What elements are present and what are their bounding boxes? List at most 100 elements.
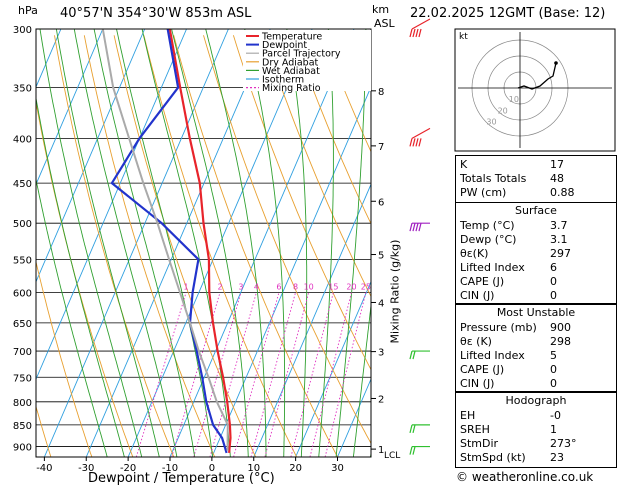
wet-adiabat-line xyxy=(171,29,249,457)
temp-tick-label: 30 xyxy=(331,463,344,474)
mixing-ratio-line xyxy=(209,292,257,457)
wind-barb-shaft xyxy=(411,18,431,30)
mixing-ratio-label: 2 xyxy=(217,282,222,291)
series-line-parcel-trajectory xyxy=(101,29,229,451)
mixing-ratio-label: 1 xyxy=(184,282,189,291)
wind-barb-flag xyxy=(418,138,422,147)
wind-barb-flag xyxy=(412,138,416,147)
index-label: PW (cm) xyxy=(460,186,507,199)
wind-barb-flag xyxy=(409,28,413,38)
pressure-tick-label: 400 xyxy=(13,134,32,145)
hodograph-frame xyxy=(454,28,616,152)
dry-adiabat-line xyxy=(262,35,371,298)
wind-barb-flag xyxy=(412,446,416,455)
mixing-ratio-label: 10 xyxy=(304,282,314,291)
dry-adiabat-line xyxy=(36,405,52,457)
asl-label: ASL xyxy=(374,17,395,30)
hodo-label: StmSpd (kt) xyxy=(460,451,526,464)
surface-label: Temp (°C) xyxy=(460,219,515,232)
mixing-ratio-label: 25 xyxy=(361,282,371,291)
wind-barb-flag xyxy=(412,350,416,360)
wind-barb xyxy=(409,222,430,232)
surface-title: Surface xyxy=(515,204,557,217)
mixing-ratio-label: 4 xyxy=(254,282,259,291)
km-tick-label: 4 xyxy=(378,298,384,309)
mixing-ratio-label: 3 xyxy=(238,282,243,291)
mixing-ratio-line xyxy=(324,292,367,457)
isotherm-line xyxy=(295,280,371,457)
pressure-tick-label: 550 xyxy=(13,255,32,266)
most-unstable-box: Most Unstable Pressure (mb) 900 θε (K) 2… xyxy=(455,304,617,392)
surface-value: 0 xyxy=(550,275,557,288)
index-value: 48 xyxy=(550,172,564,185)
hodo-value: 273° xyxy=(550,437,577,450)
mixing-ratio-line xyxy=(309,292,352,457)
km-tick-label: 8 xyxy=(378,87,384,98)
hodograph-unit-label: kt xyxy=(459,32,468,42)
wet-adiabat-line xyxy=(36,177,108,457)
wind-barb-flag xyxy=(409,424,413,434)
dry-adiabat-line xyxy=(173,35,338,457)
pressure-tick-label: 500 xyxy=(13,219,32,230)
mixing-ratio-label: 15 xyxy=(328,282,338,291)
y-axis-right-label: Mixing Ratio (g/kg) xyxy=(388,239,402,344)
indices-box: K 17 Totals Totals 48 PW (cm) 0.88 xyxy=(455,155,617,203)
index-value: 17 xyxy=(550,158,564,171)
legend-label: Isotherm xyxy=(262,75,304,86)
mixing-ratio-line xyxy=(264,292,310,457)
temp-tick-label: -10 xyxy=(162,463,178,474)
index-value: 0.88 xyxy=(550,186,575,199)
dry-adiabat-line xyxy=(36,100,134,457)
wet-adiabat-line xyxy=(318,29,334,457)
legend-label: Parcel Trajectory xyxy=(262,49,341,60)
wind-barb xyxy=(409,445,430,455)
mixing-ratio-line xyxy=(193,292,242,457)
surface-label: CAPE (J) xyxy=(460,275,505,288)
temp-tick-label: 0 xyxy=(209,463,215,474)
pressure-tick-label: 900 xyxy=(13,443,32,454)
temp-tick-label: 10 xyxy=(247,463,260,474)
surface-box: Surface Temp (°C) 3.7 Dewp (°C) 3.1 θε(K… xyxy=(455,202,617,304)
legend-bg xyxy=(243,30,371,91)
mixing-ratio-line xyxy=(233,292,280,457)
wind-barb-flag xyxy=(418,223,422,232)
index-label: K xyxy=(460,158,468,171)
hodograph-table-title: Hodograph xyxy=(505,394,567,407)
wet-adiabat-line xyxy=(335,29,367,457)
isotherm-line xyxy=(85,29,271,457)
hodo-value: 1 xyxy=(550,423,557,436)
legend-label: Dewpoint xyxy=(262,40,307,51)
wet-adiabat-line xyxy=(39,29,143,457)
wet-adiabat-line xyxy=(205,29,267,457)
wet-adiabat-line xyxy=(352,301,371,457)
mixing-ratio-line xyxy=(171,292,221,457)
legend-label: Temperature xyxy=(261,32,322,43)
mixing-ratio-label: 8 xyxy=(293,282,298,291)
mixing-ratio-line xyxy=(250,292,296,457)
hodo-value: -0 xyxy=(550,409,561,422)
mu-label: CIN (J) xyxy=(460,377,495,390)
wind-barb-flag xyxy=(418,28,422,38)
surface-value: 0 xyxy=(550,289,557,302)
hodograph-ring-label: 20 xyxy=(498,106,508,115)
hodograph-table-box: Hodograph EH -0 SREH 1 StmDir 273° StmSp… xyxy=(455,392,617,468)
surface-value: 6 xyxy=(550,261,557,274)
dry-adiabat-line xyxy=(143,35,298,457)
isotherm-line xyxy=(169,29,355,457)
dry-adiabat-line xyxy=(292,35,371,225)
mu-value: 0 xyxy=(550,363,557,376)
profile-curves xyxy=(101,29,232,454)
index-label: Totals Totals xyxy=(460,172,527,185)
dry-adiabat-line xyxy=(322,35,371,153)
surface-label: Dewp (°C) xyxy=(460,233,517,246)
mixing-ratio-label: 6 xyxy=(276,282,281,291)
wet-adiabat-line xyxy=(93,29,196,457)
wind-barb xyxy=(409,350,430,360)
wind-barb-flag xyxy=(409,350,413,360)
lcl-label: LCL xyxy=(384,451,400,461)
km-tick-label: 7 xyxy=(378,142,384,153)
dry-adiabat-line xyxy=(621,35,629,457)
hodograph-end-dot xyxy=(554,61,558,65)
pressure-tick-label: 450 xyxy=(13,179,32,190)
